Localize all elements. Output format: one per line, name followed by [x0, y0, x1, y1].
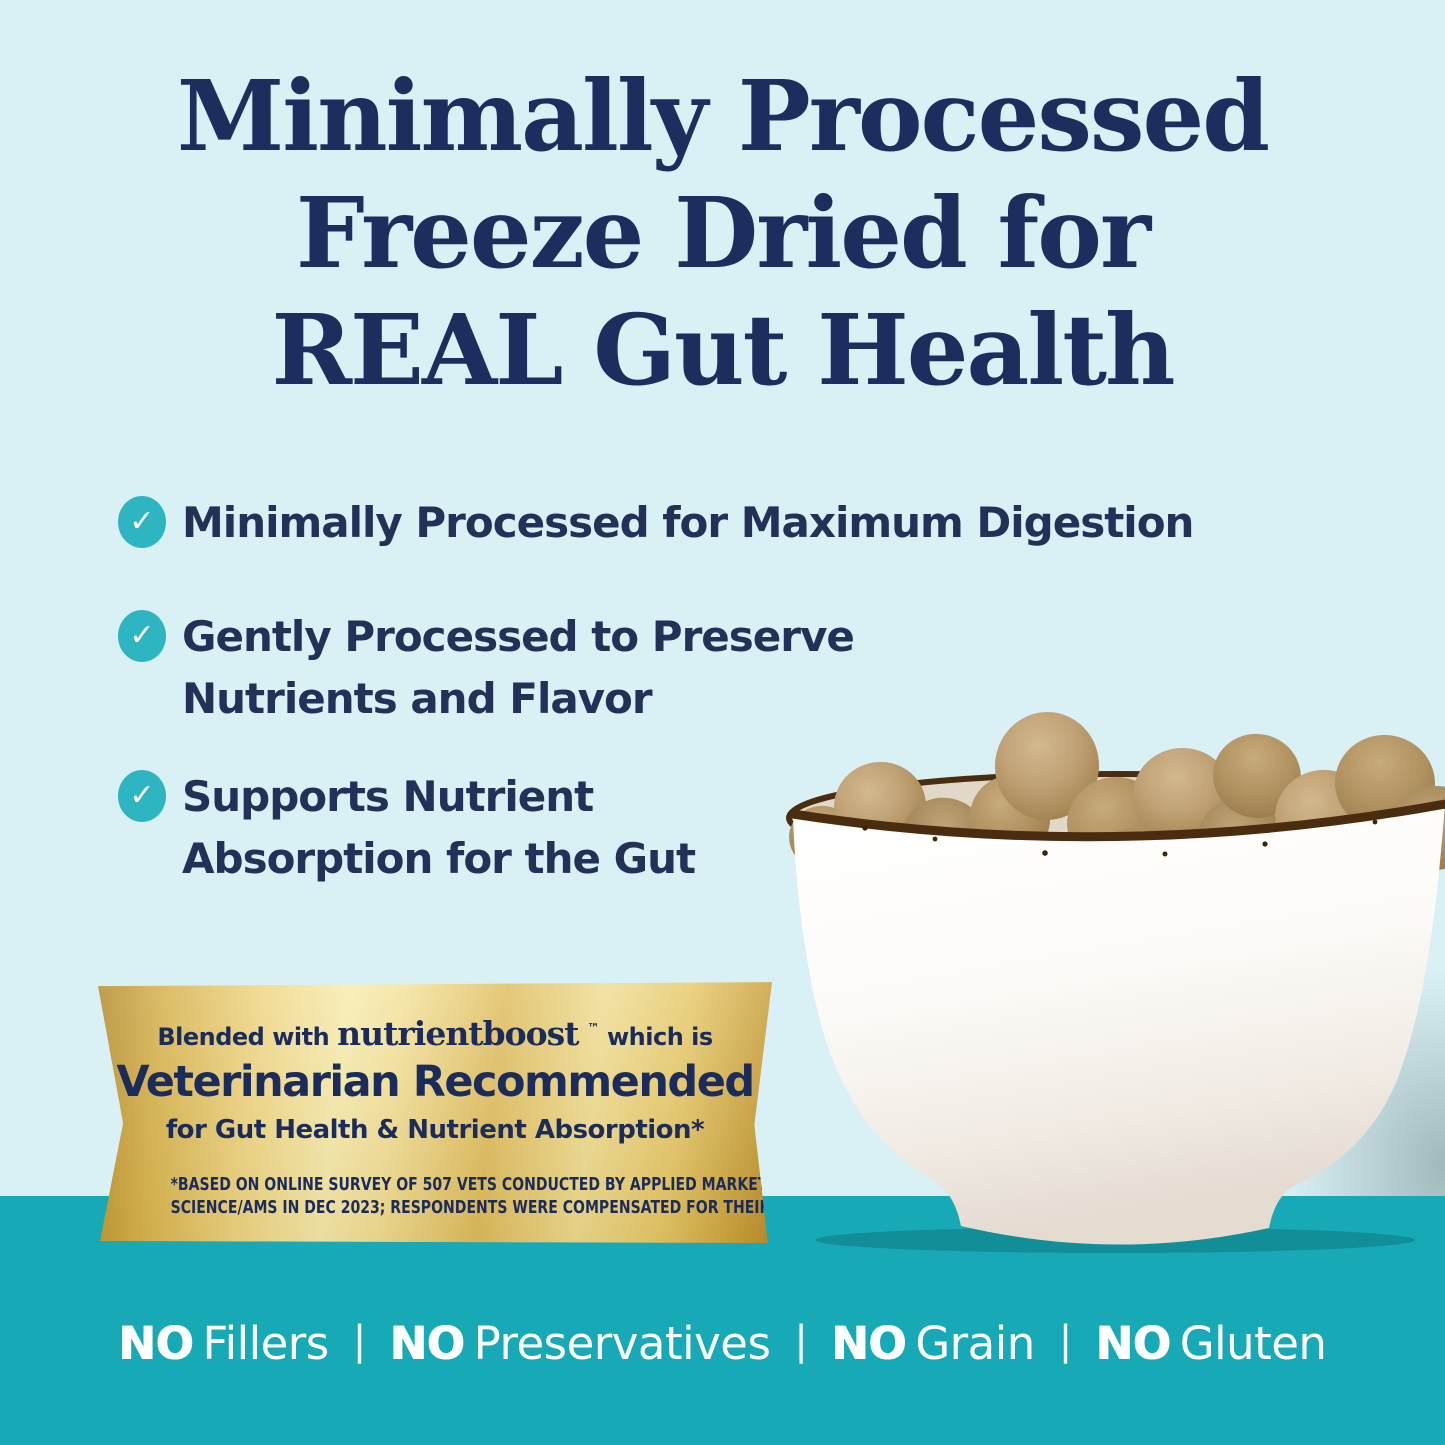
bullet-text: Supports Nutrient Absorption for the Gut	[182, 766, 696, 890]
banner-prefix: Blended with	[157, 1023, 330, 1051]
bullet-item: ✓ Supports Nutrient Absorption for the G…	[118, 766, 1218, 890]
claim-no-label: NO	[389, 1316, 465, 1370]
check-icon: ✓	[118, 610, 166, 662]
trademark-symbol: ™	[587, 1021, 599, 1035]
claim-no-preservatives: NO Preservatives	[390, 1317, 771, 1370]
claim-no-label: NO	[1095, 1316, 1171, 1370]
claim-no-label: NO	[118, 1316, 194, 1370]
claim-no-grain: NO Grain	[831, 1316, 1035, 1370]
bullet-line: Gently Processed to Preserve	[182, 612, 855, 661]
disclaimer-line: *BASED ON ONLINE SURVEY OF 507 VETS COND…	[170, 1174, 796, 1195]
banner-suffix: which is	[606, 1023, 713, 1051]
claim-separator: |	[352, 1318, 366, 1364]
headline-line-2: Freeze Dried for	[295, 176, 1151, 290]
claim-separator: |	[794, 1318, 808, 1364]
claim-word: Fillers	[202, 1316, 329, 1370]
bowl-photo	[786, 712, 1445, 1253]
bullet-line: Absorption for the Gut	[182, 834, 696, 883]
benefit-list: ✓ Minimally Processed for Maximum Digest…	[118, 492, 1218, 926]
bullet-line: Minimally Processed for Maximum Digestio…	[182, 498, 1194, 547]
banner-line-1: Blended with nutrientboost ™ which is	[98, 1014, 772, 1053]
bullet-text: Gently Processed to Preserve Nutrients a…	[182, 606, 855, 730]
bullet-item: ✓ Gently Processed to Preserve Nutrients…	[118, 606, 1218, 730]
rim-speckles	[862, 819, 1378, 857]
banner-subline: for Gut Health & Nutrient Absorption*	[165, 1115, 705, 1145]
disclaimer-line: SCIENCE/AMS IN DEC 2023; RESPONDENTS WER…	[170, 1197, 819, 1218]
gold-banner: Blended with nutrientboost ™ which is Ve…	[98, 982, 819, 1244]
vet-recommended-text: Veterinarian Recommended	[116, 1057, 755, 1107]
claim-no-fillers: NO Fillers	[118, 1316, 330, 1370]
bowl-rim	[788, 799, 1445, 842]
bullet-line: Supports Nutrient	[182, 772, 594, 821]
claim-no-gluten: NO Gluten	[1096, 1317, 1327, 1370]
claim-word: Grain	[915, 1316, 1035, 1370]
bullet-text: Minimally Processed for Maximum Digestio…	[182, 492, 1194, 554]
check-icon: ✓	[118, 496, 166, 548]
bullet-item: ✓ Minimally Processed for Maximum Digest…	[118, 492, 1218, 554]
claim-word: Preservatives	[473, 1316, 771, 1370]
claim-separator: |	[1058, 1318, 1072, 1364]
check-icon: ✓	[118, 770, 166, 822]
brand-wordmark: nutrientboost	[337, 1014, 579, 1053]
headline: Minimally Processed Freeze Dried for REA…	[0, 58, 1445, 409]
no-claims-bar: NO Fillers | NO Preservatives | NO Grain…	[0, 1303, 1445, 1383]
headline-line-1: Minimally Processed	[176, 59, 1270, 173]
headline-line-3: REAL Gut Health	[271, 293, 1175, 407]
claim-word: Gluten	[1179, 1316, 1327, 1370]
claim-no-label: NO	[831, 1316, 907, 1370]
bullet-line: Nutrients and Flavor	[182, 674, 653, 723]
bowl-body	[793, 804, 1445, 1245]
survey-disclaimer: *BASED ON ONLINE SURVEY OF 507 VETS COND…	[170, 1173, 819, 1219]
